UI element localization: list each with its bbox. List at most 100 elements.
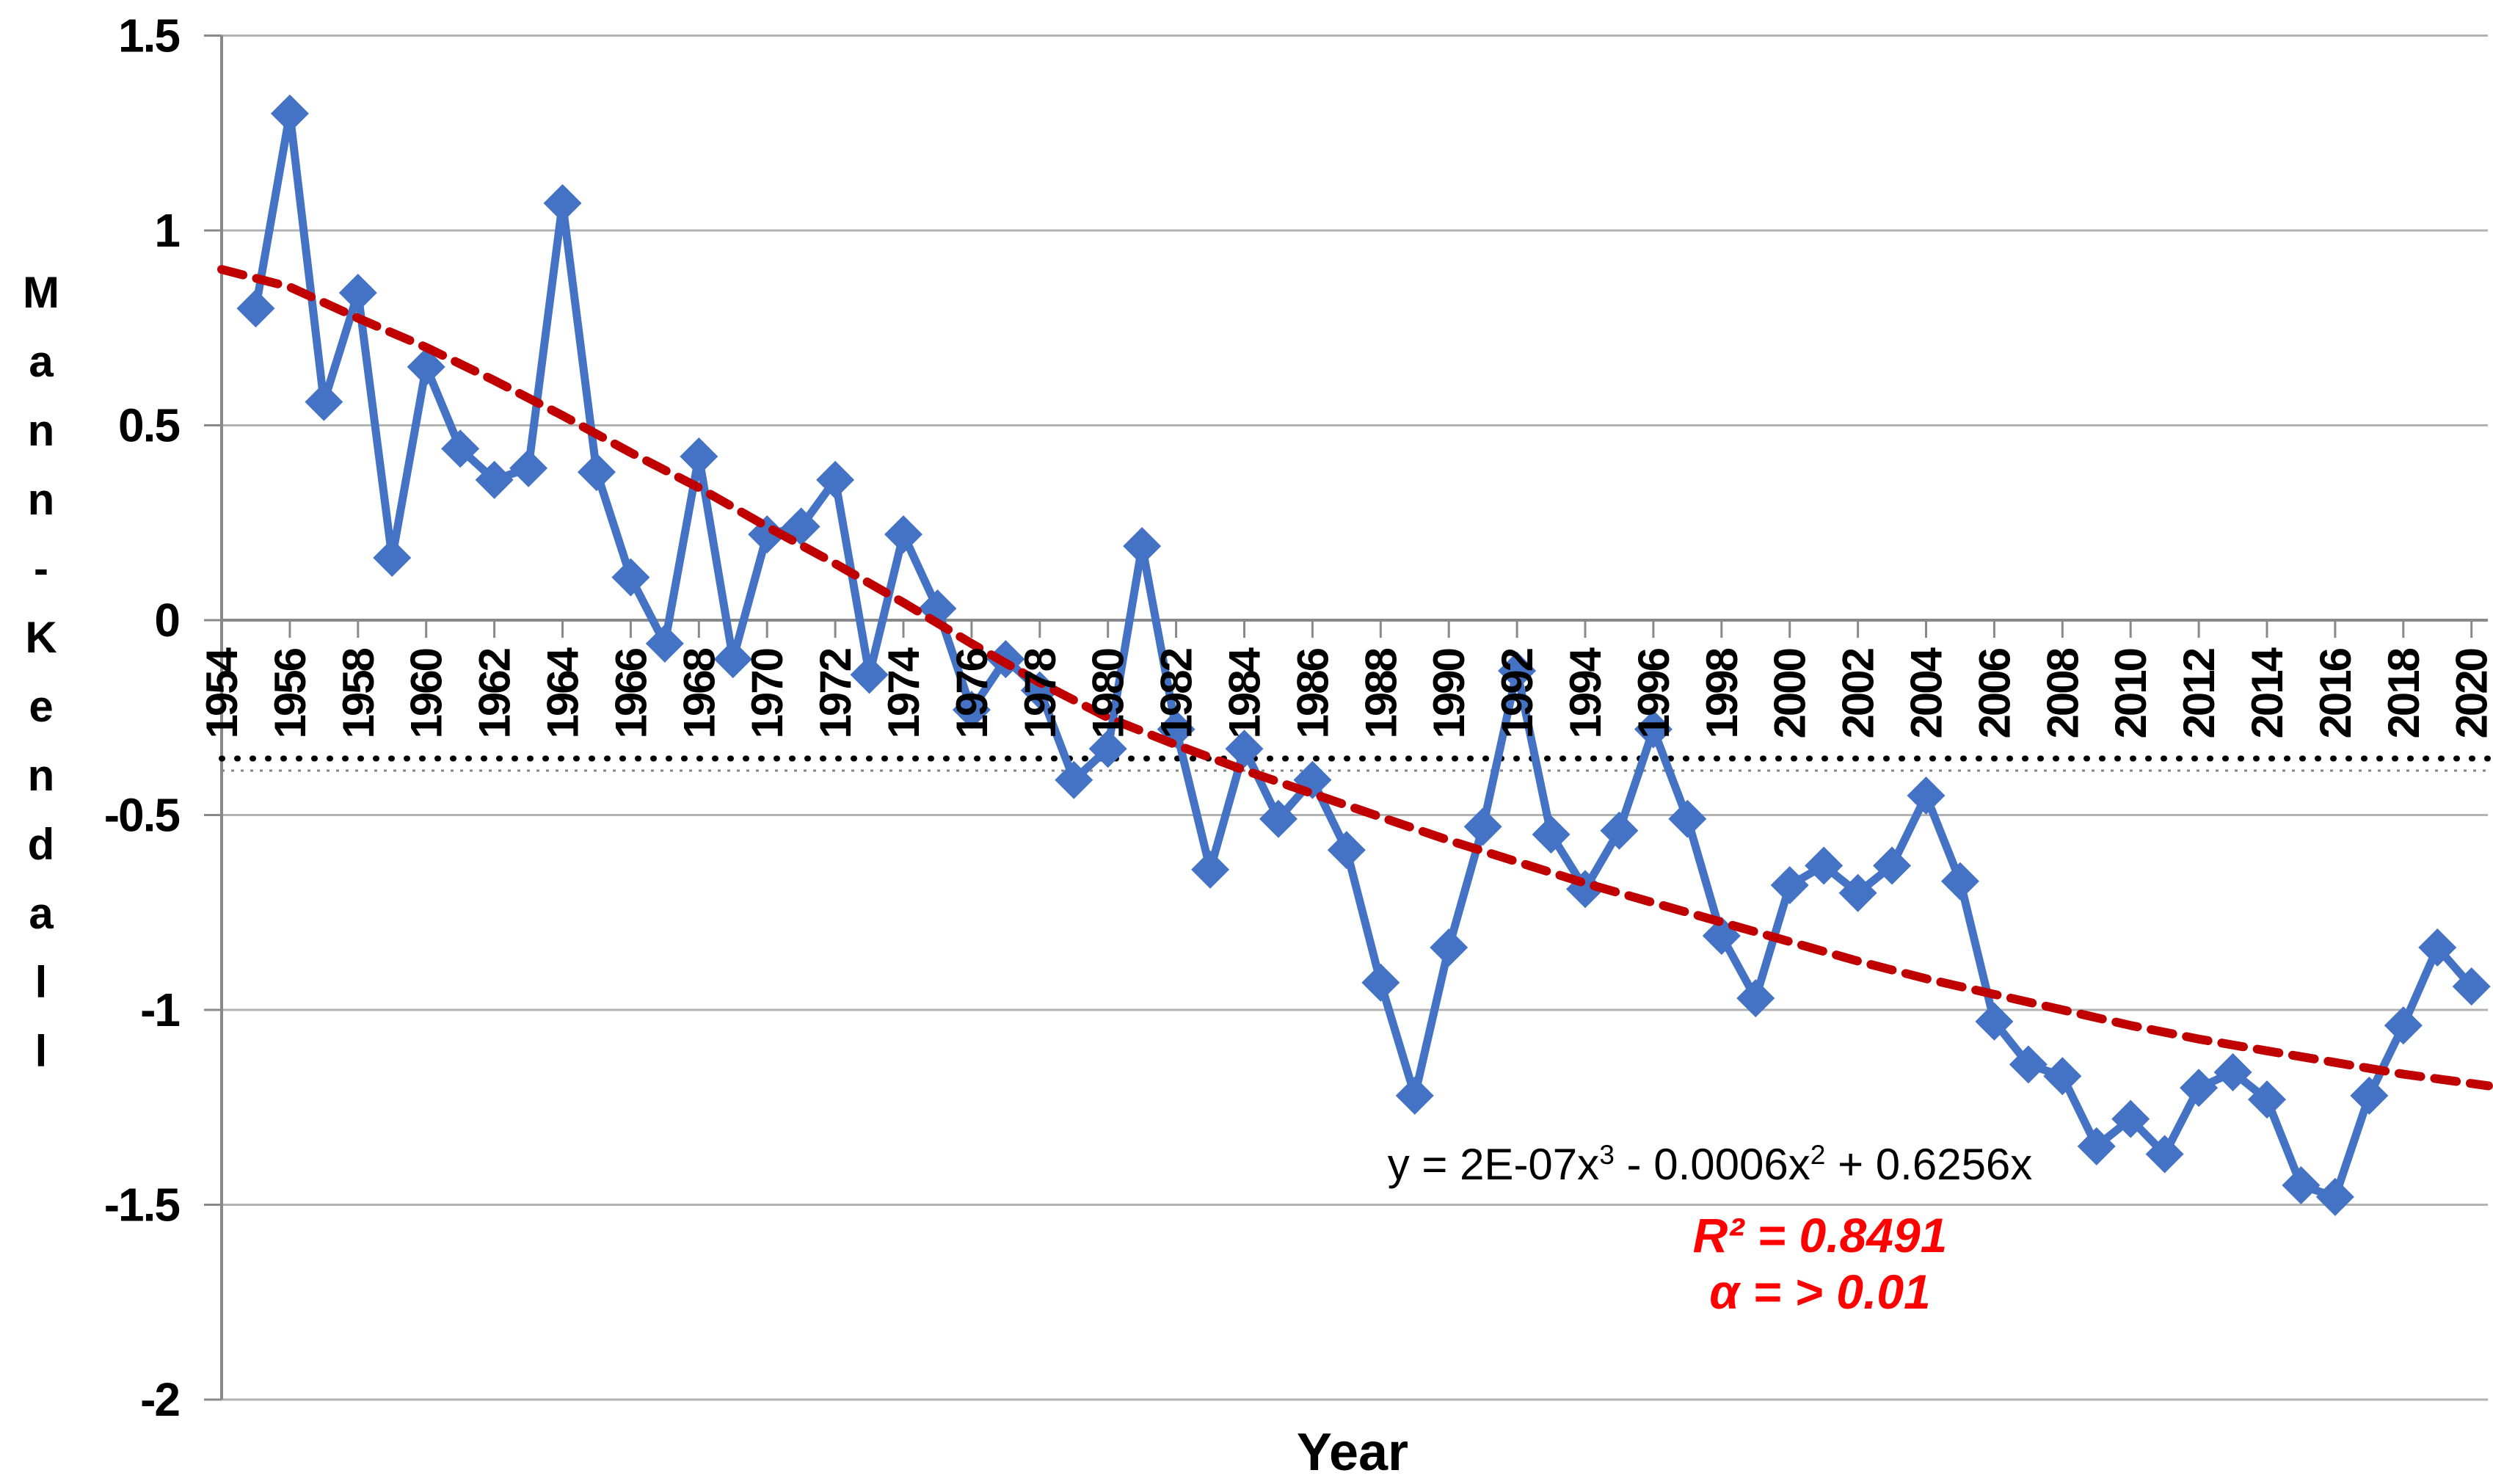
x-tick-label: 1958 [334,648,383,738]
mk-data-point [1327,831,1366,870]
mk-data-point [2043,1057,2082,1096]
y-tick-label: 1 [154,204,179,257]
mk-data-point [373,539,412,578]
mk-data-point [1191,850,1230,889]
mk-data-point [1873,846,1912,885]
x-tick-label: 1976 [947,648,997,738]
mk-data-point [577,453,616,492]
y-axis-title-letter: a [29,337,54,386]
x-tick-label: 1992 [1493,649,1542,738]
mk-data-point [2384,1006,2423,1045]
mk-data-point [816,460,855,499]
x-tick-label: 1984 [1220,647,1270,738]
mk-data-point [1838,873,1877,912]
y-tick-label: 1.5 [118,10,179,62]
x-tick-label: 1962 [470,649,520,738]
x-tick-label: 1966 [606,648,655,738]
x-tick-label: 2012 [2174,649,2224,738]
mk-data-point [2180,1069,2219,1107]
mk-data-point [543,183,582,222]
y-axis-title-letter: n [27,406,55,455]
mk-data-point [1770,866,1809,905]
mk-data-point [680,437,718,476]
mk-data-point [441,429,480,468]
mk-data-point [748,515,787,554]
equation-text: y = 2E-07x [1387,1140,1600,1189]
y-axis-title-letter: l [34,958,48,1007]
x-tick-label: 1988 [1356,648,1405,738]
x-tick-label: 1964 [539,647,588,738]
mk-data-point [1123,527,1162,566]
y-tick-label: -1.5 [104,1179,180,1232]
mk-data-point [1055,760,1093,799]
x-tick-label: 2002 [1834,649,1883,738]
x-tick-label: 1968 [674,648,724,738]
x-tick-label: 1978 [1016,648,1065,738]
mk-data-point [2111,1099,2150,1138]
x-tick-label: 2000 [1766,649,1815,738]
y-axis-title-letter: K [25,613,57,662]
y-axis-title-letter: l [34,1027,48,1076]
mk-data-point [2452,967,2491,1006]
x-tick-label: 2010 [2106,649,2155,738]
mk-data-point [475,460,514,499]
mk-data-point [1430,928,1468,967]
y-axis-title-letter: M [23,268,59,317]
x-tick-label: 1980 [1084,649,1133,738]
x-tick-label: 1970 [743,649,792,738]
y-axis-title-letter: n [27,751,55,800]
mk-data-point [1805,846,1844,885]
mk-data-point [1907,776,1946,815]
mk-data-point [338,273,377,312]
mk-data-point [1940,862,1979,901]
x-tick-label: 1960 [402,649,451,738]
mk-data-point [713,640,752,679]
mk-data-point [645,624,684,663]
equation-text: + 0.6256x [1825,1140,2033,1189]
trendline-dashed [217,265,2493,1091]
mk-data-point [2350,1076,2389,1115]
x-tick-label: 2008 [2038,648,2087,738]
equation-exponent: 2 [1810,1139,1826,1170]
x-axis-title: Year [1296,1423,1409,1482]
mk-data-point [305,382,343,421]
x-tick-label: 1994 [1561,647,1610,738]
x-tick-label: 1990 [1424,649,1474,738]
mk-data-point [884,515,922,554]
mk-data-point [2282,1165,2321,1204]
mk-data-point [1736,979,1775,1018]
mk-data-point [1668,799,1707,838]
alpha-annotation: α = > 0.01 [1709,1265,1931,1319]
x-tick-label: 1982 [1152,649,1201,738]
mk-data-point [270,94,309,133]
x-tick-label: 1986 [1288,648,1337,738]
mk-data-point [2077,1127,2116,1165]
x-tick-label: 1998 [1697,648,1747,738]
x-tick-label: 2006 [1970,648,2019,738]
mk-data-point [1975,1002,2014,1041]
mk-data-point [1498,652,1537,691]
x-tick-label: 2018 [2379,648,2428,738]
y-axis-title-letter: a [29,889,54,938]
mk-data-point [850,655,889,694]
r-squared-annotation: R² = 0.8491 [1692,1208,1948,1262]
x-tick-label: 1996 [1629,648,1678,738]
mk-data-point [509,448,548,487]
y-axis-title-letter: e [29,682,54,731]
x-tick-label: 1956 [266,648,315,738]
mk-data-point [1395,1076,1434,1115]
x-tick-label: 2016 [2311,648,2360,738]
mk-data-point [1532,815,1571,854]
mk-data-point [1225,730,1264,768]
y-tick-label: 0.5 [118,399,179,452]
y-tick-label: 0 [154,594,179,647]
mk-data-point [1088,730,1127,768]
y-tick-label: -0.5 [104,789,180,842]
y-axis-title-letter: d [27,820,55,869]
mk-data-point [2213,1052,2252,1091]
y-axis-title-letter: - [34,544,48,593]
x-tick-label: 2014 [2243,647,2292,738]
x-tick-label: 2020 [2447,649,2493,738]
